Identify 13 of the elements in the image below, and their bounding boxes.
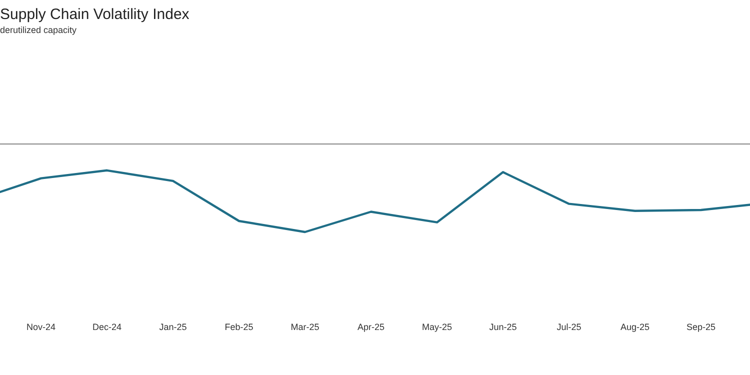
x-tick-label: Aug-25	[620, 322, 650, 332]
chart-title: Supply Chain Volatility Index	[0, 6, 190, 23]
x-tick-label: Jun-25	[489, 322, 517, 332]
x-tick-label: Nov-24	[26, 322, 56, 332]
x-tick-label: Jan-25	[159, 322, 187, 332]
x-tick-label: Sep-25	[686, 322, 716, 332]
x-tick-label: Jul-25	[556, 322, 582, 332]
chart-subtitle: derutilized capacity	[0, 25, 78, 35]
x-tick-label: Feb-25	[224, 322, 254, 332]
x-tick-label: Mar-25	[290, 322, 320, 332]
x-tick-label: Dec-24	[92, 322, 122, 332]
x-tick-label: May-25	[422, 322, 452, 332]
x-tick-label: Apr-25	[357, 322, 385, 332]
